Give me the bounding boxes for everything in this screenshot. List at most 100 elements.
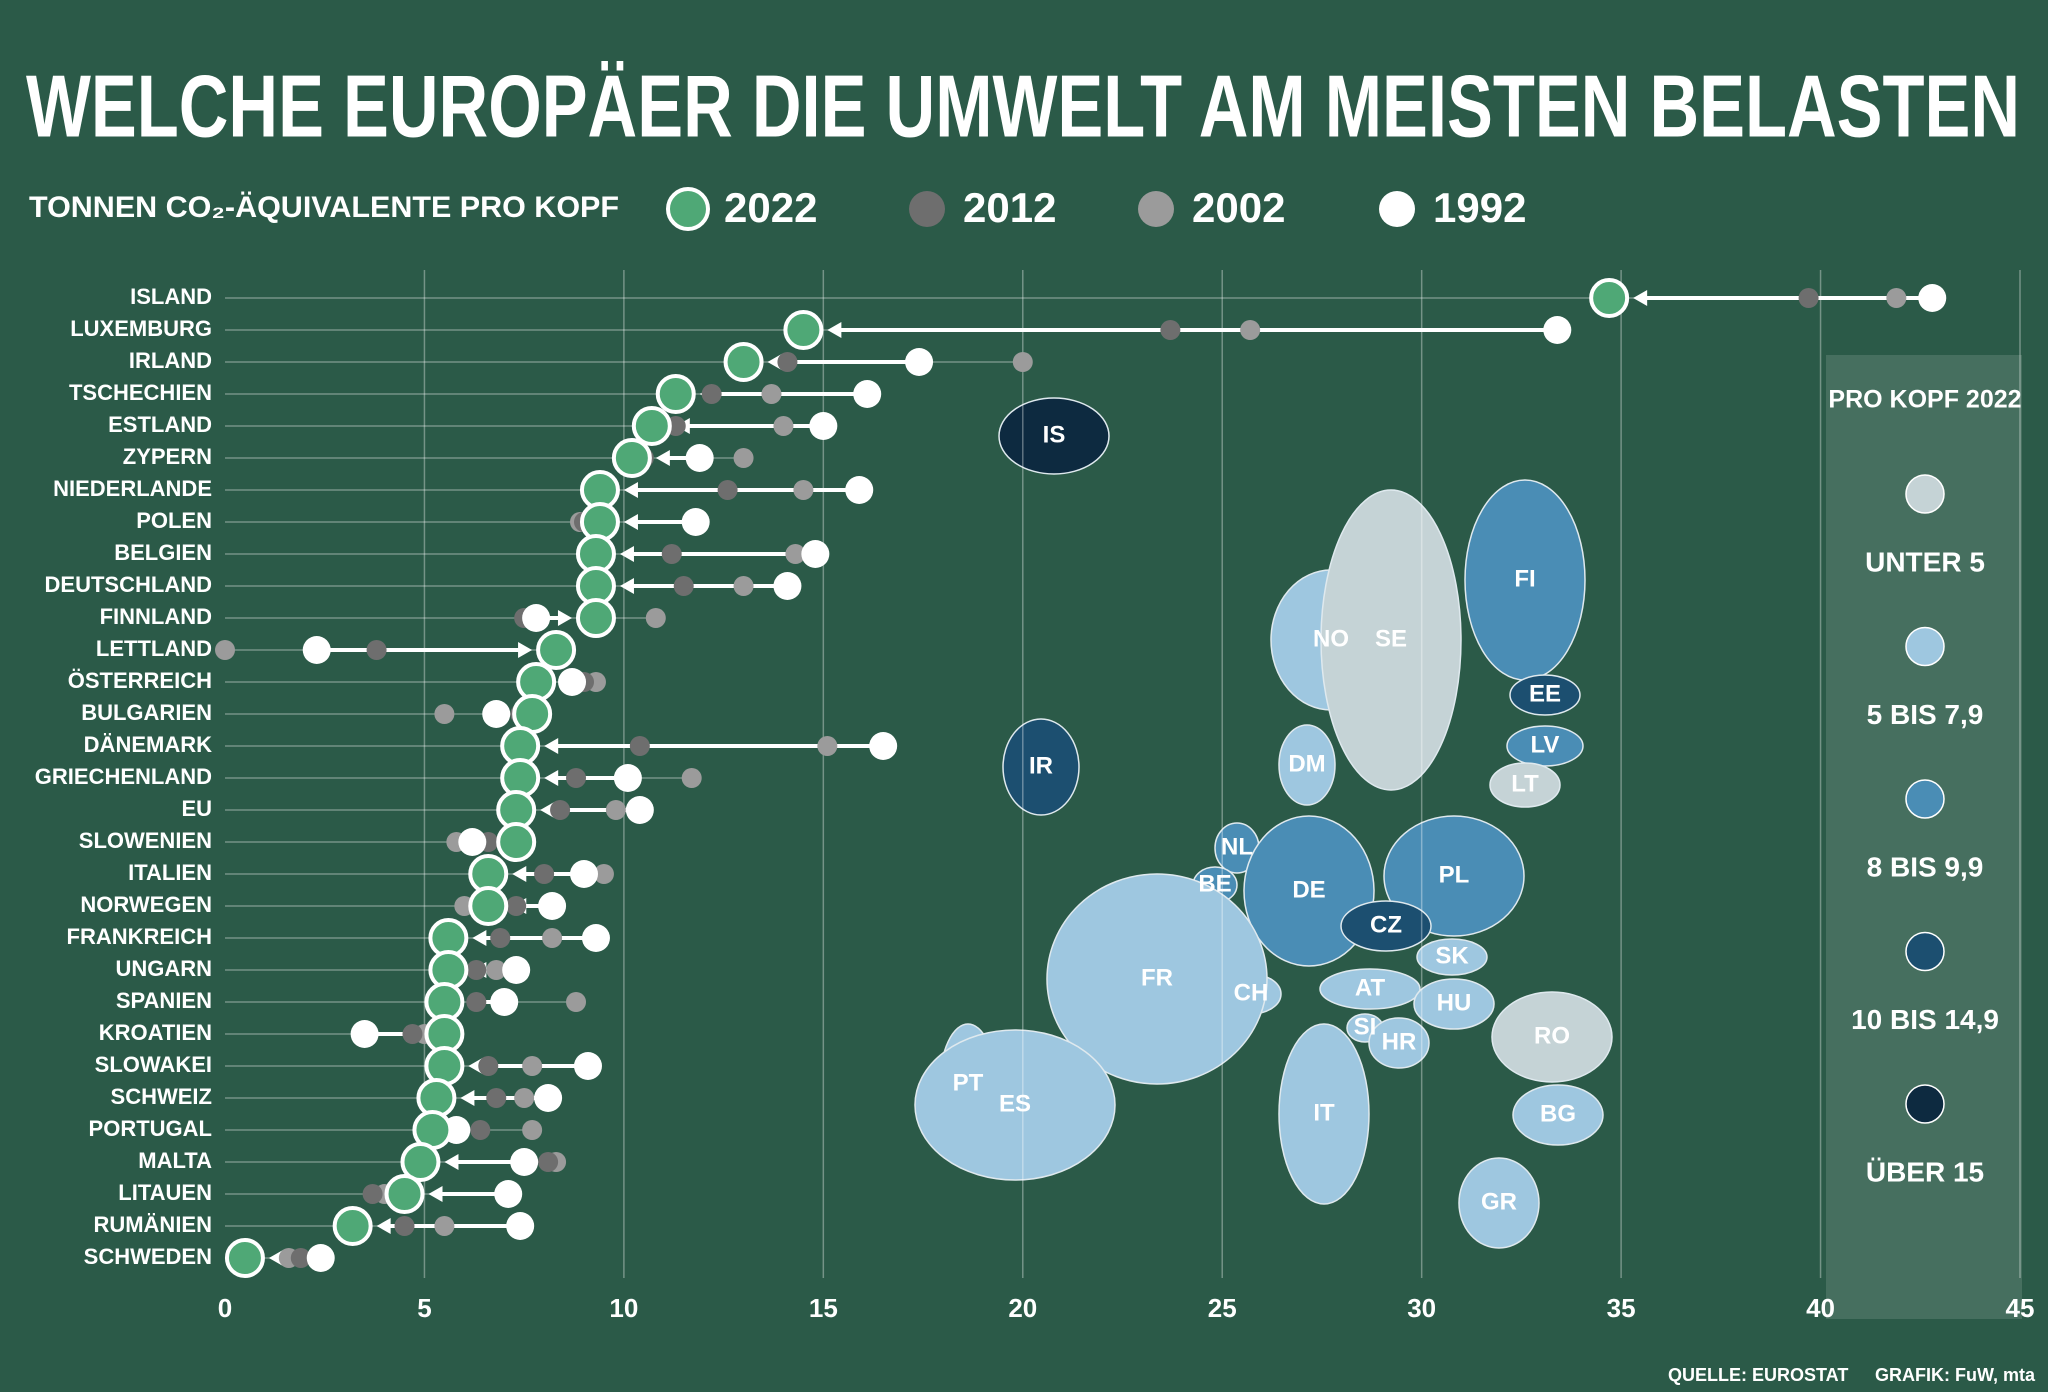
dot-2012 (366, 640, 387, 660)
y-tick-label: SCHWEDEN (84, 1244, 212, 1269)
country-code: NO (1313, 625, 1349, 652)
dot-2002 (542, 928, 563, 948)
legend-marker (909, 191, 945, 227)
dot-1992 (809, 412, 838, 440)
dot-2002 (514, 1088, 535, 1108)
dot-2012 (534, 864, 555, 884)
dot-1992 (558, 668, 587, 696)
x-tick-label: 20 (1008, 1293, 1037, 1323)
arrow-head (544, 738, 559, 754)
y-tick-label: RUMÄNIEN (93, 1212, 212, 1237)
arrow-head (468, 1058, 483, 1074)
dot-2022 (575, 598, 616, 638)
y-tick-label: DEUTSCHLAND (45, 572, 212, 597)
country (998, 397, 1110, 475)
dot-1992 (522, 604, 551, 632)
y-tick-label: NIEDERLANDE (53, 476, 212, 501)
y-tick-label: GRIECHENLAND (35, 764, 212, 789)
y-tick-label: DÄNEMARK (84, 732, 212, 757)
y-tick-label: BULGARIEN (81, 700, 212, 725)
legend-label: 5 BIS 7,9 (1867, 699, 1984, 730)
dot-1992 (506, 1212, 535, 1240)
country-code: BG (1540, 1100, 1576, 1127)
dot-2002 (522, 1120, 543, 1140)
country (1489, 762, 1561, 808)
country (1319, 968, 1421, 1010)
dot-2022 (783, 310, 824, 350)
country (1320, 489, 1462, 791)
country (1368, 1017, 1430, 1069)
dot-1992 (1918, 284, 1947, 312)
dot-1992 (625, 796, 654, 824)
dot-2002 (681, 768, 702, 788)
arrow-head (623, 482, 638, 498)
legend-label: 2022 (724, 184, 817, 231)
dot-2002 (785, 544, 806, 564)
chart-subtitle: TONNEN CO₂-ÄQUIVALENTE PRO KOPF (29, 191, 619, 224)
dot-1992 (494, 1180, 523, 1208)
country-code: DM (1288, 750, 1325, 777)
country (1416, 938, 1488, 976)
arrow-head (444, 1154, 459, 1170)
country-code: IT (1313, 1099, 1335, 1126)
dot-1992 (681, 508, 710, 536)
legend-swatch (1905, 779, 1945, 819)
map: IS IR NO SE FI EE LV LT DM NL BE DE PL CZ SK AT CH FR HU SI… (914, 397, 1613, 1249)
country-code: GR (1481, 1188, 1517, 1215)
dot-1992 (350, 1020, 379, 1048)
dot-2012 (490, 928, 511, 948)
dot-2012 (701, 384, 722, 404)
y-tick-label: ITALIEN (128, 860, 212, 885)
dot-2012 (466, 960, 487, 980)
dot-2002 (605, 800, 626, 820)
y-tick-label: SPANIEN (116, 988, 212, 1013)
arrow-head (619, 578, 634, 594)
country (1278, 724, 1336, 806)
y-tick-label: SCHWEIZ (111, 1084, 212, 1109)
y-tick-label: ZYPERN (123, 444, 212, 469)
dot-1992 (613, 764, 642, 792)
chart-title: WELCHE EUROPÄER DIE UMWELT AM MEISTEN BE… (26, 56, 2020, 155)
y-tick-label: MALTA (138, 1148, 212, 1173)
dot-2002 (773, 416, 794, 436)
dot-2002 (486, 960, 507, 980)
dot-2002 (761, 384, 782, 404)
dot-1992 (869, 732, 898, 760)
country (1278, 1023, 1370, 1205)
country-code: IS (1043, 421, 1066, 448)
country (1458, 1157, 1540, 1249)
arrow-head (540, 802, 555, 818)
x-tick-label: 45 (2006, 1293, 2035, 1323)
country-code: FI (1514, 565, 1535, 592)
dot-2002 (434, 1216, 455, 1236)
country-code: IR (1029, 752, 1053, 779)
arrow-head (619, 546, 634, 562)
y-tick-label: TSCHECHIEN (69, 380, 212, 405)
dot-1992 (573, 1052, 602, 1080)
legend-panel (1826, 355, 2022, 1319)
credit: GRAFIK: FuW, mta (1875, 1365, 2036, 1385)
country-code: CH (1234, 979, 1269, 1006)
dot-2012 (290, 1248, 311, 1268)
y-tick-label: IRLAND (129, 348, 212, 373)
dot-2012 (566, 768, 587, 788)
y-tick-label: ESTLAND (108, 412, 212, 437)
arrow-head (623, 514, 638, 530)
y-tick-label: LITAUEN (118, 1180, 212, 1205)
country-code: SE (1375, 625, 1407, 652)
dot-1992 (581, 924, 610, 952)
dot-2012 (466, 992, 487, 1012)
y-tick-label: UNGARN (115, 956, 212, 981)
dot-2002 (733, 448, 754, 468)
legend-label: ÜBER 15 (1866, 1156, 1984, 1187)
dot-1992 (490, 988, 519, 1016)
country-code: NL (1221, 833, 1253, 860)
x-tick-label: 35 (1607, 1293, 1636, 1323)
dot-1992 (685, 444, 714, 472)
dot-1992 (534, 1084, 563, 1112)
dot-2002 (522, 1056, 543, 1076)
dot-2002 (1886, 288, 1907, 308)
legend-marker (666, 187, 710, 231)
country-code: ES (999, 1090, 1031, 1117)
